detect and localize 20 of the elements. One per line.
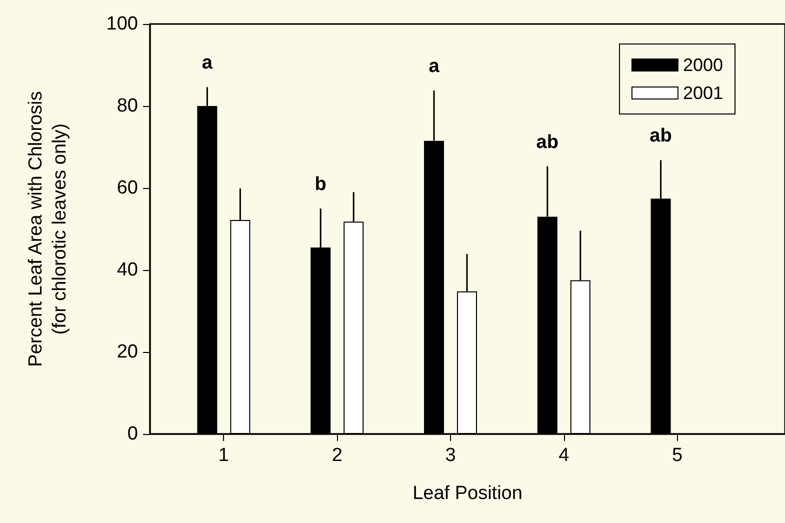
y-axis-title: Percent Leaf Area with Chlorosis (for chlorotic leaves only) [26, 91, 70, 367]
x-tick-label: 5 [672, 445, 683, 466]
y-tick-label: 60 [116, 178, 138, 198]
legend-label: 2001 [682, 83, 724, 103]
annotation: a [202, 52, 213, 74]
y-tick-label: 80 [116, 96, 138, 116]
x-tick-label: 4 [558, 445, 570, 466]
y-tick-label: 0 [127, 424, 138, 444]
annotation: ab [650, 126, 672, 147]
y-tick-label: 100 [106, 14, 138, 34]
annotation: a [428, 56, 440, 77]
annotation: ab [536, 132, 558, 153]
x-tick-label: 2 [332, 445, 342, 466]
annotation: b [314, 174, 326, 195]
x-axis-title: Leaf Position [412, 483, 522, 504]
x-tick-label: 1 [218, 445, 229, 466]
y-tick-label: 20 [116, 342, 138, 362]
legend-label: 2000 [682, 55, 724, 75]
x-tick-label: 3 [445, 445, 456, 466]
y-tick-label: 40 [116, 260, 138, 280]
